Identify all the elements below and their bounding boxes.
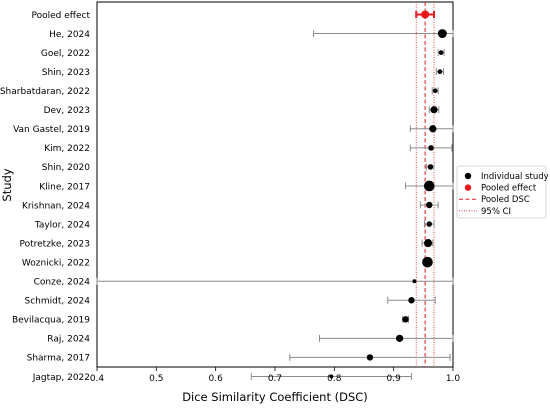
study-marker bbox=[426, 221, 433, 227]
study-marker bbox=[424, 239, 433, 248]
study-marker bbox=[432, 88, 438, 94]
study-label: Dev, 2023 bbox=[44, 106, 90, 116]
y-axis-label: Study bbox=[0, 168, 14, 201]
study-label: Conze, 2024 bbox=[34, 278, 91, 288]
legend-label: 95% CI bbox=[481, 207, 511, 217]
study-marker bbox=[427, 164, 434, 170]
study-label: Taylor, 2024 bbox=[34, 220, 90, 230]
study-marker bbox=[428, 145, 434, 151]
plot-frame bbox=[96, 1, 454, 368]
study-marker bbox=[366, 354, 374, 361]
study-marker bbox=[422, 256, 433, 268]
study-label: Shin, 2020 bbox=[42, 163, 91, 173]
legend-marker-pooled-effect bbox=[464, 184, 472, 191]
study-marker bbox=[412, 279, 417, 284]
legend-marker-individual-study bbox=[464, 172, 472, 180]
x-tick-label: 1.0 bbox=[446, 374, 461, 384]
study-marker bbox=[408, 297, 415, 304]
study-marker bbox=[438, 50, 444, 55]
study-label: Sharma, 2017 bbox=[27, 354, 90, 364]
pooled-effect-marker bbox=[421, 10, 430, 19]
study-marker bbox=[437, 29, 447, 39]
study-label: Woznicki, 2022 bbox=[22, 258, 90, 268]
study-marker bbox=[395, 334, 404, 342]
x-axis-label: Dice Similarity Coefficient (DSC) bbox=[182, 390, 368, 404]
study-label: Sharbatdaran, 2022 bbox=[0, 87, 90, 97]
study-label: Kline, 2017 bbox=[39, 182, 90, 192]
x-tick-label: 0.9 bbox=[387, 374, 402, 384]
study-label: Raj, 2024 bbox=[47, 335, 90, 345]
study-marker bbox=[437, 69, 443, 75]
study-label: Krishnan, 2024 bbox=[22, 201, 90, 211]
study-label: Goel, 2022 bbox=[41, 49, 90, 59]
y-tick-labels: Pooled effect He, 2024 Goel, 2022 Shin, 202… bbox=[0, 11, 90, 383]
study-label: Kim, 2022 bbox=[44, 144, 90, 154]
plot-area bbox=[96, 1, 454, 380]
x-tick-label: 0.8 bbox=[327, 374, 342, 384]
study-label: Schmidt, 2024 bbox=[24, 297, 90, 307]
study-label: Van Gastel, 2019 bbox=[13, 125, 90, 135]
legend-box bbox=[456, 165, 547, 219]
study-marker bbox=[430, 106, 438, 114]
x-tick-label: 0.4 bbox=[90, 374, 105, 384]
study-marker bbox=[423, 180, 435, 192]
x-tick-label: 0.6 bbox=[209, 374, 224, 384]
study-marker bbox=[429, 125, 437, 133]
legend-label: Individual study bbox=[481, 172, 549, 182]
study-label: Potretzke, 2023 bbox=[20, 239, 91, 249]
legend-label: Pooled effect bbox=[481, 184, 537, 194]
x-axis: 0.4 0.5 0.6 0.7 0.8 0.9 1.0 bbox=[90, 367, 461, 384]
study-marker bbox=[426, 201, 433, 209]
study-label: Shin, 2023 bbox=[42, 68, 90, 78]
x-tick-label: 0.7 bbox=[268, 374, 282, 384]
legend-label: Pooled DSC bbox=[481, 195, 530, 205]
x-tick-label: 0.5 bbox=[149, 374, 163, 384]
study-marker bbox=[402, 316, 409, 323]
study-marker bbox=[329, 374, 334, 379]
study-label: He, 2024 bbox=[49, 30, 90, 40]
study-markers bbox=[329, 10, 447, 379]
ci-bars bbox=[96, 11, 454, 380]
study-label: Bevilacqua, 2019 bbox=[12, 316, 90, 326]
study-label: Jagtap, 2022 bbox=[32, 373, 90, 383]
study-label: Pooled effect bbox=[32, 11, 91, 21]
